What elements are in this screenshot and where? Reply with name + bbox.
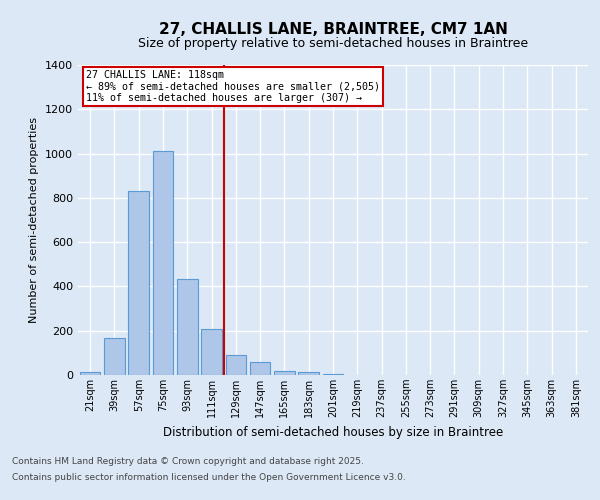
Bar	[250, 362, 271, 375]
X-axis label: Distribution of semi-detached houses by size in Braintree: Distribution of semi-detached houses by …	[163, 426, 503, 438]
Text: Size of property relative to semi-detached houses in Braintree: Size of property relative to semi-detach…	[138, 38, 528, 51]
Bar	[201, 328, 222, 375]
Text: Contains HM Land Registry data © Crown copyright and database right 2025.: Contains HM Land Registry data © Crown c…	[12, 458, 364, 466]
Text: 27, CHALLIS LANE, BRAINTREE, CM7 1AN: 27, CHALLIS LANE, BRAINTREE, CM7 1AN	[158, 22, 508, 38]
Bar	[104, 338, 125, 375]
Bar	[177, 278, 197, 375]
Text: 27 CHALLIS LANE: 118sqm
← 89% of semi-detached houses are smaller (2,505)
11% of: 27 CHALLIS LANE: 118sqm ← 89% of semi-de…	[86, 70, 380, 103]
Bar	[226, 355, 246, 375]
Text: Contains public sector information licensed under the Open Government Licence v3: Contains public sector information licen…	[12, 472, 406, 482]
Bar	[128, 191, 149, 375]
Bar	[80, 372, 100, 375]
Bar	[298, 372, 319, 375]
Bar	[274, 370, 295, 375]
Bar	[152, 152, 173, 375]
Bar	[323, 374, 343, 375]
Y-axis label: Number of semi-detached properties: Number of semi-detached properties	[29, 117, 40, 323]
